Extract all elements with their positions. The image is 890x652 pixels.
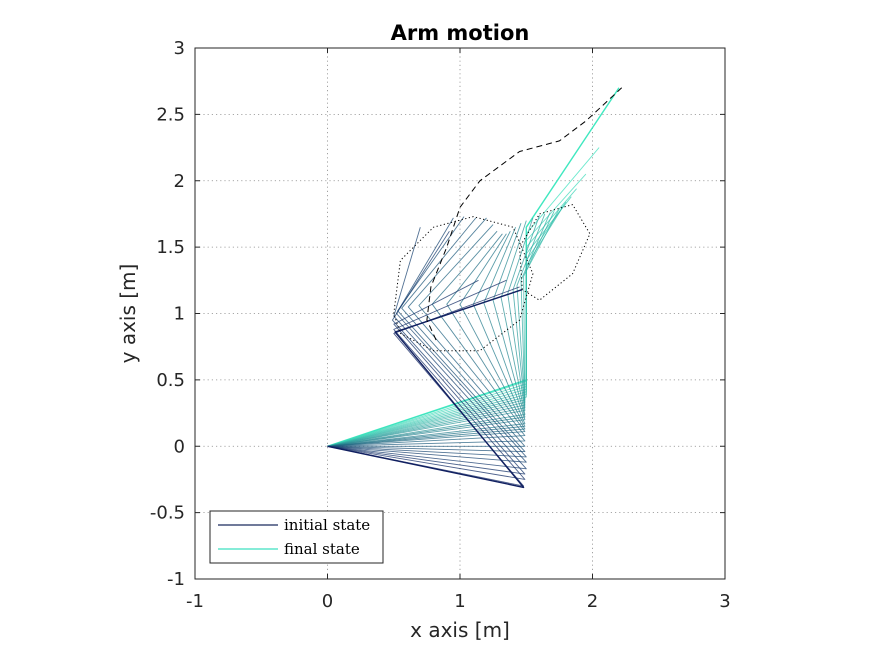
arm-configuration-line [327,233,526,447]
y-tick-label: 2.5 [156,104,185,125]
arm-configuration-line [327,279,526,480]
arm-configuration-line [327,279,526,475]
arm-configuration-line [327,223,526,447]
arm-configurations [327,87,620,489]
tick-labels: -1 0 1 2 3 -1 -0.5 0 0.5 1 1.5 2 2.5 3 [150,38,731,612]
arm-configuration-line [327,216,526,453]
y-tick-label: 1 [174,304,185,325]
x-axis-label: x axis [m] [410,618,510,642]
arm-configuration-line [327,227,526,447]
y-tick-label: -0.5 [150,503,185,524]
arm-configuration-line [327,224,526,447]
y-tick-label: 2 [174,171,185,192]
y-tick-label: -1 [167,569,185,590]
grid [195,48,725,579]
x-tick-label: 3 [719,591,730,612]
legend-box [209,510,384,564]
arm-configuration-line [327,211,555,447]
arm-configuration-line [327,288,525,489]
arm-configuration-line [327,220,527,447]
legend-label-initial: initial state [284,516,370,534]
y-tick-label: 1.5 [156,237,185,258]
chart-title: Arm motion [391,21,530,45]
x-tick-label: 2 [587,591,598,612]
arm-configuration-line [327,215,540,447]
arm-configuration-line [327,212,551,447]
trajectory-dashed-path [426,87,623,341]
arm-configuration-line [327,230,527,470]
trajectory-dotted-path [519,204,591,301]
trajectory-dotted-path [393,216,534,352]
arm-configuration-line [327,233,526,447]
arm-configuration-line [327,227,527,463]
arm-configuration-line [327,208,560,447]
y-tick-label: 3 [174,38,185,59]
x-tick-label: 1 [454,591,465,612]
y-axis-label: y axis [m] [116,264,140,364]
arm-configuration-line [327,217,527,458]
x-tick-label: 0 [322,591,333,612]
y-tick-label: 0 [174,436,185,457]
legend: initial state final state [209,510,384,564]
arm-configuration-line [327,217,526,447]
arm-configuration-line [327,213,546,447]
y-tick-label: 0.5 [156,370,185,391]
trajectory-paths [393,87,623,352]
legend-label-final: final state [284,540,360,558]
x-tick-label: -1 [186,591,204,612]
arm-configuration-line [327,217,526,447]
arm-configuration-line [327,230,526,447]
arm-configuration-line [327,230,526,447]
